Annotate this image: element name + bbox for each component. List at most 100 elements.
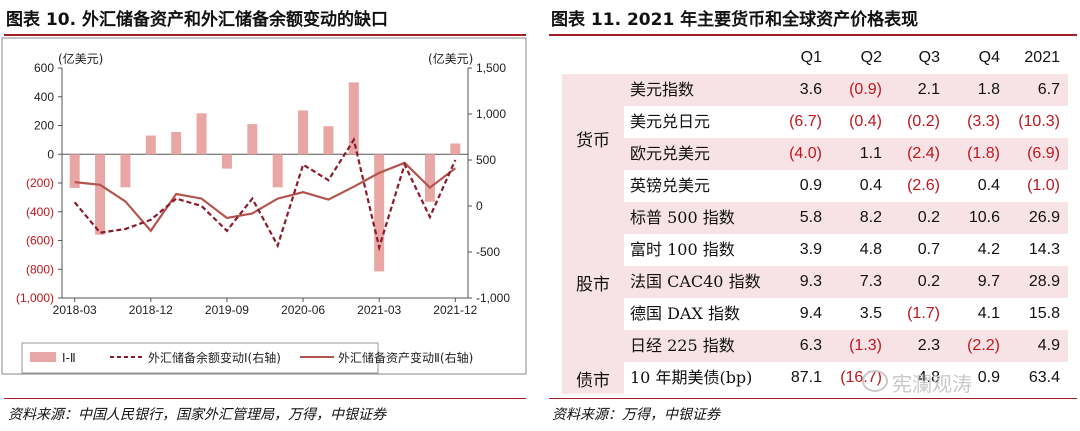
row-label: 美元兑日元 bbox=[630, 112, 711, 131]
value-cell: (2.2) bbox=[967, 337, 1000, 354]
right-axis-unit: (亿美元) bbox=[428, 52, 474, 66]
left-tick-label: 400 bbox=[34, 90, 54, 104]
value-cell: (4.0) bbox=[789, 145, 822, 162]
value-cell: 1.1 bbox=[859, 145, 882, 162]
right-source-note: 资料来源：万得，中银证券 bbox=[552, 407, 720, 423]
legend-dashed-label: 外汇储备余额变动Ⅰ(右轴) bbox=[148, 350, 281, 365]
left-tick-label: (1,000) bbox=[16, 291, 54, 305]
row-shade bbox=[624, 266, 1068, 298]
column-header: Q2 bbox=[860, 49, 882, 66]
table-row: 法国 CAC40 指数 9.3 7.3 0.2 9.7 28.9 bbox=[562, 266, 1068, 298]
table-row: 标普 500 指数 5.8 8.2 0.2 10.6 26.9 bbox=[562, 202, 1068, 234]
value-cell: 0.9 bbox=[799, 177, 822, 194]
left-tick-label: (600) bbox=[26, 234, 54, 248]
table-row: 日经 225 指数 6.3 (1.3) 2.3 (2.2) 4.9 bbox=[562, 330, 1068, 362]
row-label: 欧元兑美元 bbox=[630, 144, 711, 163]
left-tick-label: (200) bbox=[26, 176, 54, 190]
x-tick-label: 2018-03 bbox=[53, 303, 97, 317]
left-chart-title: 图表 10. 外汇储备资产和外汇储备余额变动的缺口 bbox=[6, 10, 388, 30]
value-cell: 0.4 bbox=[977, 177, 1000, 194]
row-label: 富时 100 指数 bbox=[630, 240, 735, 259]
value-cell: (0.9) bbox=[849, 81, 882, 98]
row-label: 德国 DAX 指数 bbox=[630, 304, 740, 323]
gap-bar bbox=[450, 143, 461, 155]
value-cell: 1.8 bbox=[977, 81, 1000, 98]
row-shade bbox=[624, 74, 1068, 106]
legend-box bbox=[21, 342, 379, 374]
value-cell: (1.0) bbox=[1027, 177, 1060, 194]
right-bottom-rule bbox=[549, 398, 1077, 399]
table-row: 美元兑日元 (6.7) (0.4) (0.2) (3.3) (10.3) bbox=[562, 106, 1068, 138]
right-tick-label: -500 bbox=[476, 245, 500, 259]
value-cell: 6.3 bbox=[799, 337, 822, 354]
left-axis-unit: (亿美元) bbox=[58, 52, 104, 66]
x-tick-label: 2021-12 bbox=[433, 303, 477, 317]
table-row: 德国 DAX 指数 9.4 3.5 (1.7) 4.1 15.8 bbox=[562, 298, 1068, 330]
left-title-rule bbox=[4, 34, 526, 36]
left-source-note: 资料来源：中国人民银行，国家外汇管理局，万得，中银证券 bbox=[8, 407, 386, 423]
row-label: 日经 225 指数 bbox=[630, 336, 735, 355]
wechat-icon bbox=[862, 370, 888, 392]
value-cell: 5.8 bbox=[799, 209, 822, 226]
gap-bar bbox=[145, 135, 156, 155]
table-header: Q1 Q2 Q3 Q4 2021 bbox=[562, 42, 1068, 74]
value-cell: 0.9 bbox=[977, 369, 1000, 386]
column-header: 2021 bbox=[1024, 49, 1060, 66]
value-cell: 8.2 bbox=[859, 209, 882, 226]
value-cell: 10.6 bbox=[968, 209, 1000, 226]
legend-bar-label: Ⅰ-Ⅱ bbox=[62, 351, 76, 365]
group-cell: 货币 bbox=[562, 74, 624, 202]
legend-bar-swatch bbox=[30, 352, 56, 362]
column-header: Q3 bbox=[918, 49, 940, 66]
gap-chart: 600 400 200 0 (200) (400) (600) (800) (1,000) 1,5… bbox=[1, 37, 527, 375]
value-cell: (3.3) bbox=[967, 113, 1000, 130]
value-cell: 3.6 bbox=[799, 81, 822, 98]
gap-bar bbox=[374, 154, 385, 272]
group-label: 股市 bbox=[576, 275, 610, 295]
table-row: 10 年期美债(bp) 87.1 (16.7) 4.8 0.9 63.4 bbox=[562, 362, 1068, 394]
row-label: 美元指数 bbox=[630, 80, 695, 99]
value-cell: (1.7) bbox=[907, 305, 940, 322]
gap-bar bbox=[120, 154, 131, 188]
value-cell: (1.3) bbox=[849, 337, 882, 354]
value-cell: 63.4 bbox=[1028, 369, 1060, 386]
row-label: 英镑兑美元 bbox=[630, 176, 711, 195]
gap-bar bbox=[221, 154, 232, 169]
value-cell: 4.8 bbox=[859, 241, 882, 258]
value-cell: 26.9 bbox=[1028, 209, 1060, 226]
value-cell: (0.2) bbox=[907, 113, 940, 130]
right-tick-label: 0 bbox=[476, 199, 483, 213]
gap-bar bbox=[196, 113, 207, 155]
value-cell: 4.1 bbox=[977, 305, 1000, 322]
legend-solid-label: 外汇储备资产变动Ⅱ(右轴) bbox=[338, 350, 473, 365]
table-row: 欧元兑美元 (4.0) 1.1 (2.4) (1.8) (6.9) bbox=[562, 138, 1068, 170]
value-cell: 6.7 bbox=[1037, 81, 1060, 98]
value-cell: 4.2 bbox=[977, 241, 1000, 258]
value-cell: 0.2 bbox=[917, 209, 940, 226]
left-tick-label: 600 bbox=[34, 61, 54, 75]
x-tick-label: 2020-06 bbox=[281, 303, 325, 317]
value-cell: 9.4 bbox=[799, 305, 822, 322]
row-label: 标普 500 指数 bbox=[630, 208, 735, 227]
x-tick-label: 2019-09 bbox=[205, 303, 249, 317]
value-cell: (0.4) bbox=[849, 113, 882, 130]
x-tick-label: 2018-12 bbox=[129, 303, 173, 317]
gap-bar bbox=[171, 131, 182, 155]
group-label: 债市 bbox=[576, 371, 610, 391]
row-label: 10 年期美债(bp) bbox=[630, 368, 753, 387]
value-cell: (1.8) bbox=[967, 145, 1000, 162]
row-shade bbox=[624, 138, 1068, 170]
reserve-asset-change-line bbox=[74, 161, 456, 233]
value-cell: 87.1 bbox=[790, 369, 822, 386]
value-cell: 9.3 bbox=[799, 273, 822, 290]
left-tick-label: (400) bbox=[26, 205, 54, 219]
reserve-balance-change-line bbox=[73, 136, 457, 252]
gap-bar bbox=[424, 154, 435, 202]
group-cell: 股市 bbox=[562, 202, 624, 362]
value-cell: (10.3) bbox=[1018, 113, 1060, 130]
value-cell: (2.6) bbox=[907, 177, 940, 194]
gap-bar bbox=[272, 154, 283, 188]
right-tick-label: 1,500 bbox=[476, 61, 506, 75]
right-tick-label: 500 bbox=[476, 153, 496, 167]
value-cell: (2.4) bbox=[907, 145, 940, 162]
